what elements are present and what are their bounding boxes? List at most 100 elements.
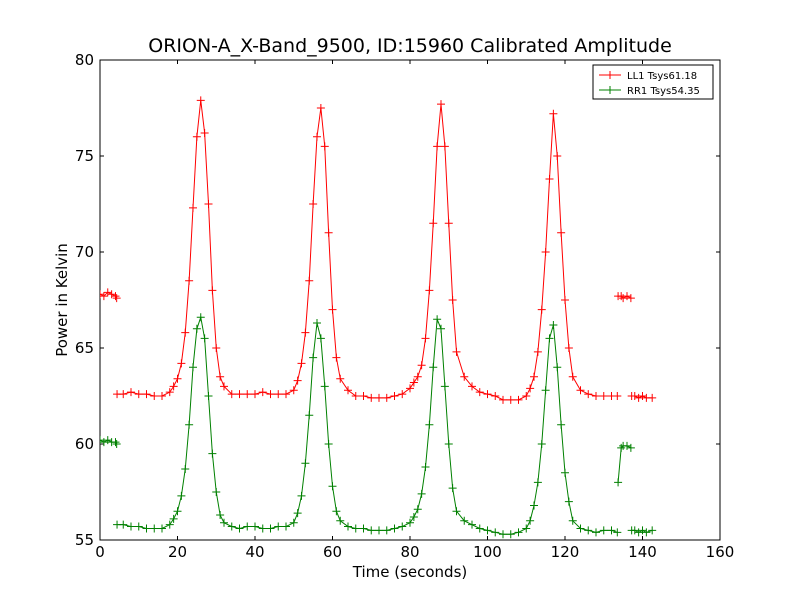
data-point bbox=[568, 372, 577, 381]
data-point bbox=[324, 440, 333, 448]
data-point bbox=[564, 497, 573, 506]
data-point bbox=[320, 382, 329, 391]
data-point bbox=[491, 528, 500, 537]
data-point bbox=[634, 393, 643, 402]
data-point bbox=[359, 392, 368, 400]
y-tick-label: 75 bbox=[75, 147, 94, 165]
data-point bbox=[309, 200, 318, 208]
data-point bbox=[301, 459, 310, 468]
data-point bbox=[282, 522, 290, 531]
data-point bbox=[429, 219, 438, 228]
x-axis-label: Time (seconds) bbox=[352, 563, 468, 581]
data-point bbox=[626, 443, 635, 452]
data-point bbox=[557, 420, 566, 429]
data-point bbox=[607, 526, 616, 535]
data-point bbox=[328, 482, 337, 491]
data-point bbox=[613, 528, 622, 537]
data-point bbox=[592, 392, 600, 400]
data-point bbox=[297, 491, 306, 500]
data-point bbox=[100, 436, 104, 445]
data-point bbox=[382, 526, 391, 535]
data-point bbox=[537, 305, 546, 314]
data-point bbox=[177, 491, 186, 500]
data-point bbox=[282, 390, 290, 399]
data-point bbox=[266, 524, 275, 533]
data-point bbox=[499, 395, 507, 404]
data-point bbox=[460, 516, 469, 525]
data-point bbox=[576, 386, 585, 395]
data-point bbox=[638, 526, 647, 535]
data-point bbox=[568, 516, 577, 525]
y-tick-label: 80 bbox=[75, 51, 94, 69]
data-point bbox=[189, 363, 197, 372]
data-point bbox=[613, 392, 622, 400]
data-point bbox=[158, 392, 166, 400]
data-point bbox=[293, 376, 302, 385]
data-point bbox=[316, 334, 325, 343]
data-point bbox=[189, 203, 197, 212]
data-point bbox=[417, 361, 426, 370]
data-point bbox=[406, 384, 414, 393]
data-point bbox=[491, 392, 500, 400]
data-point bbox=[413, 372, 422, 381]
data-point bbox=[212, 344, 221, 352]
data-point bbox=[561, 296, 569, 304]
data-point bbox=[421, 463, 430, 472]
data-point bbox=[150, 524, 159, 533]
data-point bbox=[499, 530, 507, 539]
data-point bbox=[258, 388, 267, 397]
data-point bbox=[514, 395, 523, 404]
data-point bbox=[200, 334, 209, 343]
data-point bbox=[111, 292, 120, 301]
data-point bbox=[100, 438, 108, 447]
data-point bbox=[204, 392, 213, 400]
data-point bbox=[584, 390, 593, 399]
data-point bbox=[220, 382, 228, 391]
data-point bbox=[297, 359, 306, 368]
data-point bbox=[429, 363, 438, 372]
data-point bbox=[483, 526, 492, 535]
y-tick-label: 55 bbox=[75, 531, 94, 549]
data-point bbox=[177, 359, 186, 368]
data-point bbox=[344, 522, 352, 531]
data-point bbox=[549, 109, 558, 118]
data-point bbox=[375, 526, 383, 535]
data-point bbox=[390, 524, 399, 533]
data-point bbox=[127, 388, 135, 397]
legend-marker bbox=[606, 71, 614, 79]
data-point bbox=[305, 411, 314, 420]
data-point bbox=[425, 420, 434, 429]
data-point bbox=[537, 440, 546, 448]
data-point bbox=[150, 392, 159, 400]
data-point bbox=[169, 382, 178, 391]
data-point bbox=[541, 386, 550, 395]
data-point bbox=[425, 286, 434, 295]
data-point bbox=[623, 441, 631, 450]
legend-marker bbox=[606, 86, 614, 94]
data-point bbox=[119, 390, 128, 399]
data-point bbox=[553, 152, 562, 160]
data-point bbox=[398, 390, 407, 399]
data-point bbox=[545, 175, 554, 184]
data-point bbox=[444, 440, 453, 448]
data-point bbox=[111, 438, 120, 447]
data-point bbox=[522, 392, 531, 400]
data-point bbox=[448, 484, 457, 493]
data-point bbox=[506, 530, 515, 539]
data-point bbox=[181, 464, 190, 473]
data-point bbox=[266, 390, 275, 399]
data-point bbox=[119, 520, 128, 529]
data-point bbox=[316, 104, 325, 112]
data-point bbox=[112, 294, 121, 303]
data-point bbox=[642, 528, 651, 537]
data-point bbox=[382, 393, 391, 402]
data-point bbox=[351, 392, 360, 400]
data-point bbox=[200, 128, 209, 137]
data-point bbox=[409, 378, 418, 387]
data-point bbox=[301, 328, 310, 337]
data-point bbox=[648, 526, 657, 535]
y-axis-label: Power in Kelvin bbox=[53, 243, 71, 357]
data-point bbox=[460, 372, 469, 381]
data-point bbox=[406, 518, 414, 527]
